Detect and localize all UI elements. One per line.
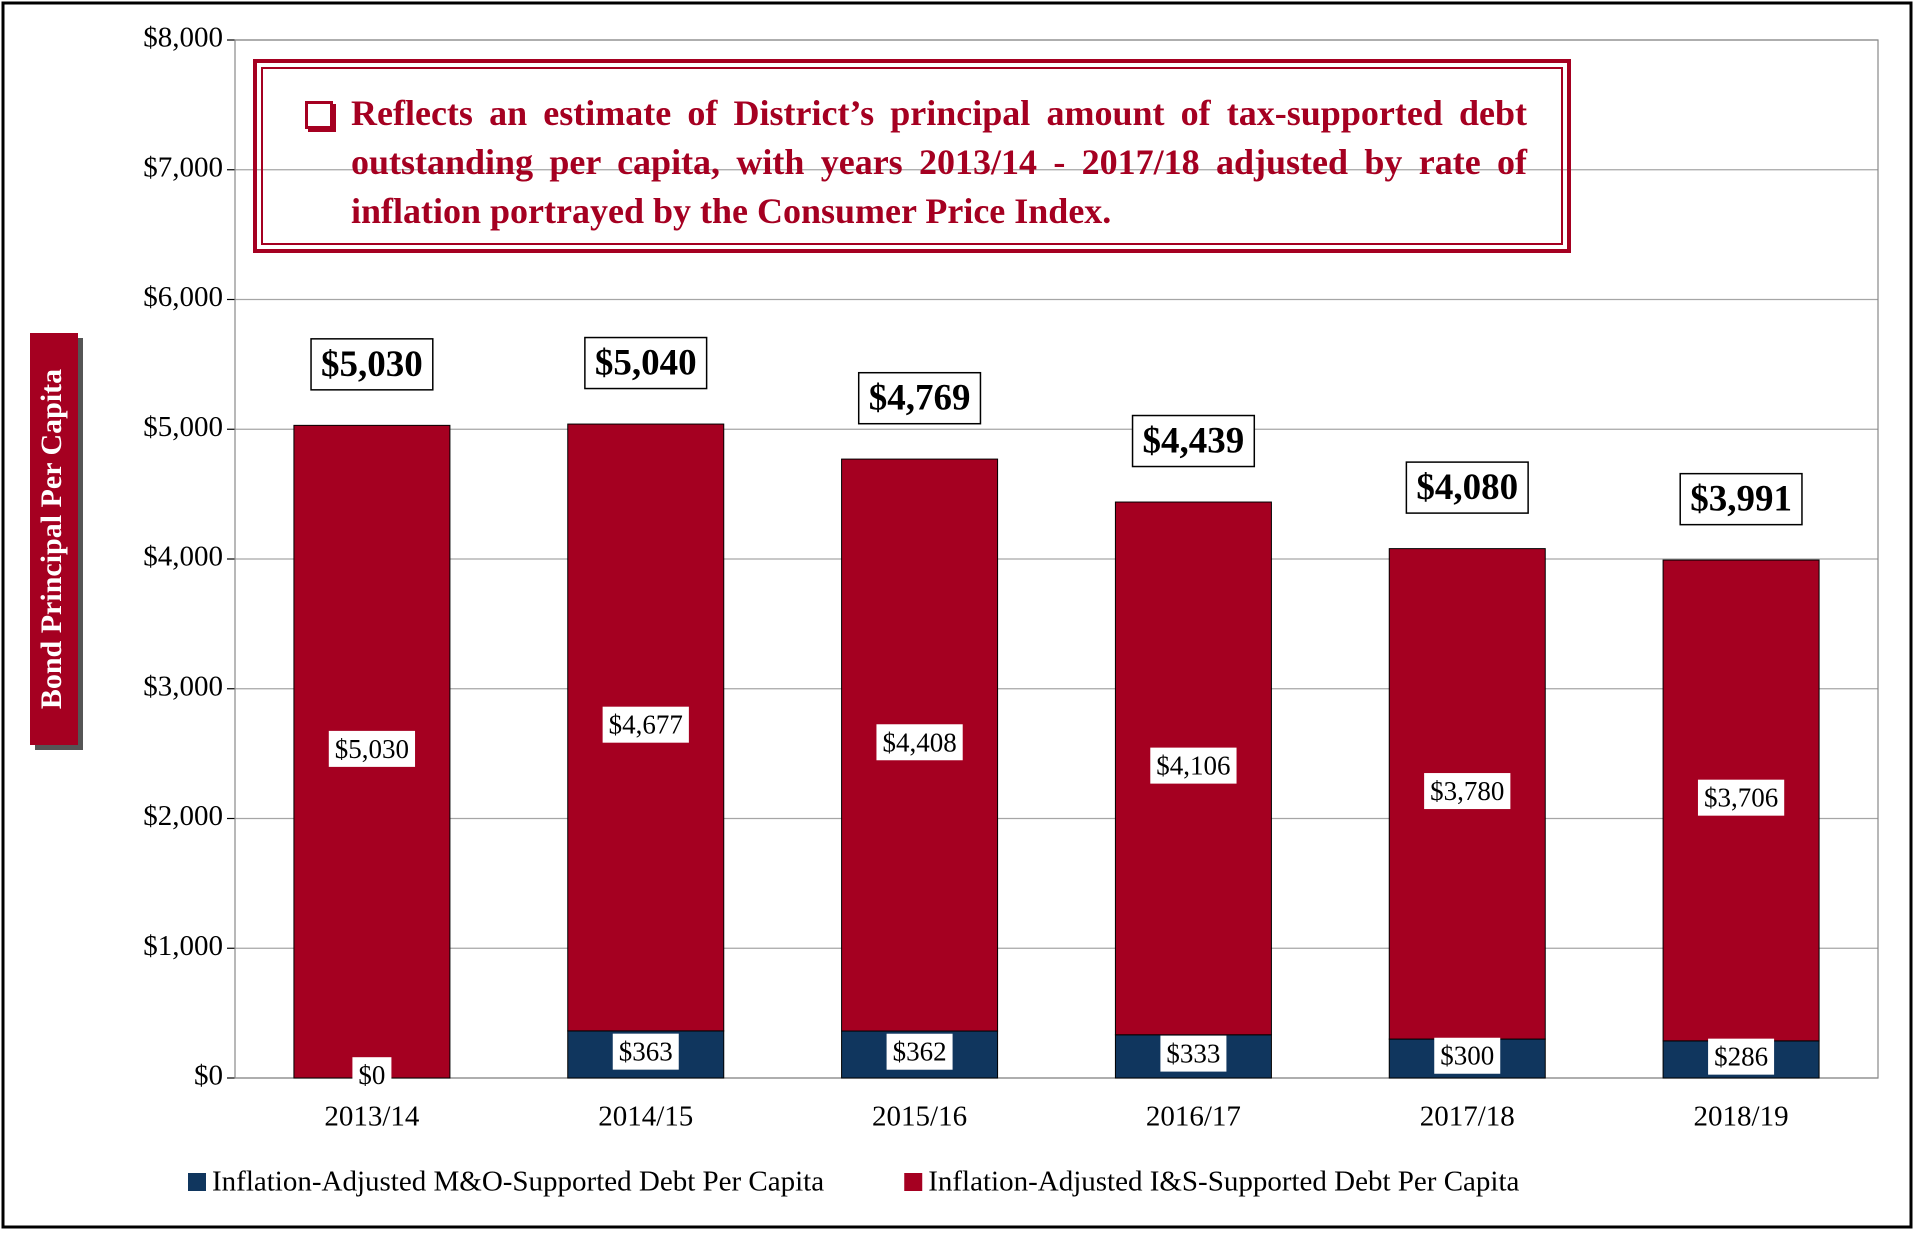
y-tick-label: $0 [194, 1060, 223, 1092]
y-axis-label-bg [30, 333, 78, 745]
annotation: Reflects an estimate of District’s princ… [261, 67, 1563, 245]
y-tick-label: $8,000 [143, 22, 223, 54]
y-axis-label: Bond Principal Per Capita [35, 369, 68, 709]
y-tick-label: $2,000 [143, 800, 223, 832]
value-label-box [1708, 1038, 1775, 1075]
x-tick-label: 2015/16 [872, 1101, 967, 1133]
total-label-box [310, 338, 434, 391]
value-label-box [612, 1033, 679, 1070]
value-label: $4,106 [1156, 751, 1230, 781]
value-label-box [602, 706, 689, 743]
legend-label: Inflation-Adjusted I&S-Supported Debt Pe… [928, 1166, 1519, 1198]
legend-swatch [904, 1173, 923, 1191]
value-label: $363 [619, 1037, 673, 1067]
value-label: $4,677 [609, 710, 683, 740]
value-label-box [328, 730, 416, 767]
value-label-box [886, 1033, 953, 1070]
value-label: $286 [1714, 1042, 1768, 1072]
legend-label: Inflation-Adjusted M&O-Supported Debt Pe… [212, 1166, 824, 1198]
y-tick-label: $5,000 [143, 411, 223, 443]
total-label: $4,439 [1143, 421, 1245, 462]
total-label-box [1679, 472, 1803, 526]
value-label-box [1150, 747, 1237, 784]
x-tick-label: 2016/17 [1146, 1101, 1241, 1133]
value-label-box [876, 724, 963, 761]
y-tick-label: $6,000 [143, 281, 223, 313]
total-label-box [584, 336, 708, 390]
x-tick-label: 2013/14 [324, 1101, 420, 1133]
value-label-box [1697, 779, 1785, 816]
value-label: $5,030 [335, 734, 409, 764]
total-label: $3,991 [1690, 479, 1792, 520]
value-label-box [352, 1057, 392, 1094]
legend-swatch [188, 1173, 206, 1191]
y-axis-label-box: Bond Principal Per Capita [30, 333, 83, 750]
y-tick-label: $4,000 [143, 541, 223, 573]
total-label: $5,030 [321, 344, 423, 385]
value-label: $3,706 [1704, 783, 1778, 813]
plot-border [234, 39, 1879, 1079]
y-tick-label: $1,000 [143, 930, 223, 962]
value-label: $300 [1440, 1041, 1494, 1071]
x-tick-label: 2014/15 [598, 1101, 693, 1133]
value-label: $3,780 [1430, 776, 1504, 806]
total-label: $5,040 [595, 343, 697, 384]
total-label: $4,080 [1416, 467, 1518, 508]
value-label: $4,408 [882, 727, 956, 757]
value-label-box [1424, 773, 1511, 810]
value-label-box [1434, 1037, 1501, 1074]
value-label: $333 [1166, 1039, 1220, 1069]
total-label: $4,769 [869, 378, 971, 419]
x-tick-label: 2018/19 [1694, 1101, 1789, 1133]
total-label-box [1131, 414, 1256, 468]
value-label: $362 [893, 1037, 947, 1067]
total-label-box [857, 371, 982, 425]
total-label-box [1405, 461, 1529, 514]
value-label-box [1160, 1035, 1227, 1072]
y-tick-label: $7,000 [143, 151, 223, 183]
annotation-box: Reflects an estimate of District’s princ… [253, 59, 1571, 253]
y-tick-label: $3,000 [143, 670, 223, 702]
value-label: $0 [358, 1060, 385, 1090]
x-tick-label: 2017/18 [1420, 1101, 1515, 1133]
